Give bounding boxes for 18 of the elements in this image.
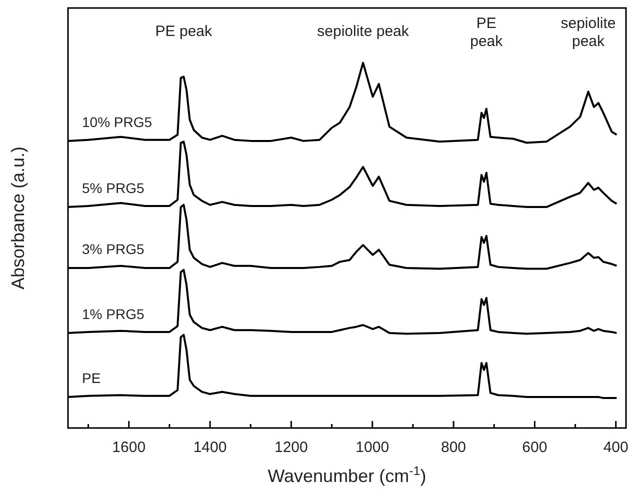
x-tick-label: 1200	[274, 439, 308, 456]
y-axis-title: Absorbance (a.u.)	[8, 146, 28, 290]
x-tick-label: 1600	[112, 439, 146, 456]
series-label: 1% PRG5	[82, 306, 144, 322]
x-tick-label: 1400	[193, 439, 227, 456]
x-tick-label: 600	[522, 439, 548, 456]
text: PE peak	[470, 15, 504, 50]
x-axis-title: Wavenumber (cm$^{-1}$)	[268, 464, 426, 486]
text: sepiolite peak	[317, 23, 410, 40]
text: PE peak	[155, 23, 213, 40]
series-label: PE	[82, 370, 101, 386]
text: sepiolite peak	[560, 15, 616, 50]
x-tick-label: 400	[603, 439, 628, 456]
x-tick-label: 800	[441, 439, 466, 456]
series-label: 5% PRG5	[82, 180, 144, 196]
series-label: 3% PRG5	[82, 241, 144, 258]
series-label: 10% PRG5	[82, 114, 152, 130]
x-tick-label: 1000	[356, 439, 390, 456]
